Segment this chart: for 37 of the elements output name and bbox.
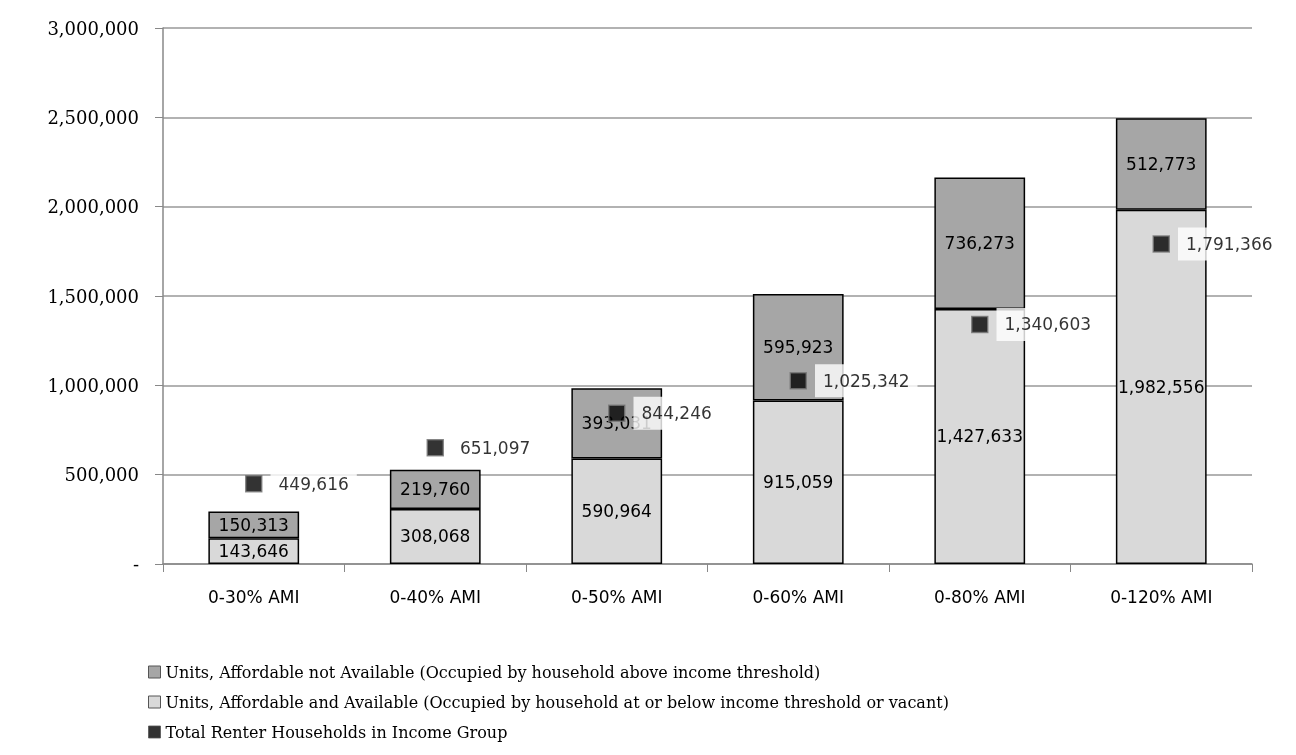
data-label: 143,646 — [218, 541, 289, 562]
y-tick-label: 3,000,000 — [47, 17, 139, 39]
data-label: 308,068 — [400, 526, 471, 547]
data-label: 1,340,603 — [1004, 314, 1092, 335]
data-label: 595,923 — [763, 337, 834, 358]
y-tick-label: 1,000,000 — [47, 374, 139, 396]
y-tick-label: 500,000 — [64, 464, 139, 486]
legend-label: Units, Affordable and Available (Occupied by household at or below income threshold or vacant) — [165, 692, 949, 712]
y-tick-label: 2,500,000 — [47, 106, 139, 128]
data-label: 1,982,556 — [1117, 376, 1205, 397]
x-tick-label: 0-120% AMI — [1110, 586, 1213, 607]
data-label: 1,427,633 — [936, 426, 1024, 447]
point — [1152, 235, 1170, 253]
data-label: 590,964 — [581, 501, 652, 522]
data-label: 1,025,342 — [823, 370, 910, 391]
x-tick-label: 0-50% AMI — [571, 586, 663, 607]
legend-label: Units, Affordable not Available (Occupied by household above income threshold) — [165, 662, 821, 682]
y-tick-label: 2,000,000 — [47, 196, 139, 218]
point — [971, 315, 989, 334]
data-label: 512,773 — [1126, 153, 1197, 174]
y-tick-label: - — [132, 553, 139, 575]
y-tick-label: 1,500,000 — [47, 285, 139, 307]
point — [426, 438, 444, 457]
data-label: 449,616 — [278, 473, 349, 494]
data-label: 219,760 — [400, 479, 471, 500]
data-label: 915,059 — [763, 472, 834, 493]
x-tick-label: 0-40% AMI — [389, 586, 481, 607]
x-tick-label: 0-80% AMI — [934, 586, 1026, 607]
data-label: 1,791,366 — [1186, 233, 1273, 254]
point — [245, 474, 263, 493]
x-tick-label: 0-30% AMI — [208, 586, 300, 607]
legend-label: Total Renter Households in Income Group — [165, 722, 508, 742]
data-label: 150,313 — [218, 514, 289, 535]
x-tick-label: 0-60% AMI — [752, 586, 844, 607]
data-label: 651,097 — [460, 437, 531, 458]
data-label: 736,273 — [944, 233, 1015, 254]
point — [789, 372, 807, 390]
